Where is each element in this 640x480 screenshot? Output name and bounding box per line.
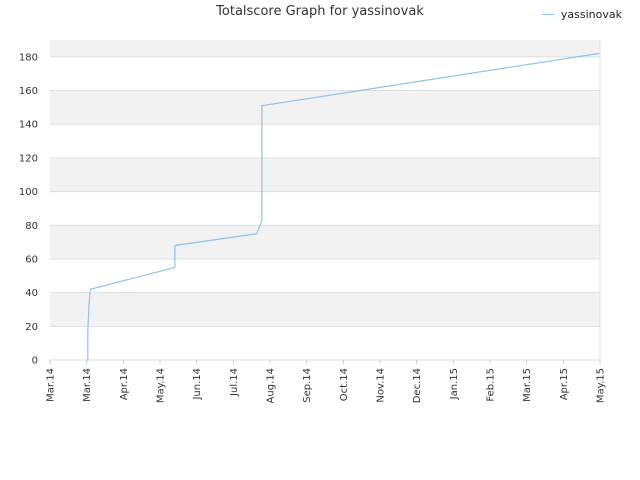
grid-band <box>50 157 600 192</box>
grid-band <box>50 124 600 158</box>
y-tick-label: 100 <box>19 187 38 198</box>
grid-band <box>50 191 600 226</box>
y-tick-label: 60 <box>25 254 38 265</box>
data-point <box>174 266 176 268</box>
data-point <box>261 219 263 221</box>
data-point <box>87 330 89 332</box>
data-point <box>261 105 263 107</box>
x-tick-label: May.14 <box>156 368 167 403</box>
x-tick-label: Jul.14 <box>229 368 240 397</box>
data-point <box>88 302 90 304</box>
legend-label: yassinovak <box>560 8 622 21</box>
grid-band <box>50 225 600 259</box>
grid-band <box>50 40 600 57</box>
chart-legend: yassinovak <box>541 8 622 21</box>
x-tick-label: Feb.15 <box>486 368 497 402</box>
grid-band <box>50 292 600 327</box>
y-tick-label: 140 <box>19 120 38 131</box>
data-point <box>87 359 89 361</box>
grid-band <box>50 258 600 293</box>
x-tick-label: Jan.15 <box>449 368 460 400</box>
legend-line-swatch <box>541 14 554 15</box>
x-tick-label: May.15 <box>596 368 607 403</box>
series-line <box>87 52 599 360</box>
x-tick-label: Aug.14 <box>266 368 277 403</box>
y-tick-label: 80 <box>25 221 38 232</box>
y-tick-label: 160 <box>19 86 38 97</box>
data-point <box>174 244 176 247</box>
x-tick-label: Sep.14 <box>302 368 313 403</box>
x-tick-label: Mar.14 <box>82 368 93 402</box>
data-point <box>598 52 600 55</box>
y-tick-label: 180 <box>19 52 38 63</box>
data-point <box>89 288 91 290</box>
grid-band <box>50 56 600 91</box>
y-tick-label: 20 <box>25 322 38 333</box>
x-tick-label: Mar.14 <box>46 368 57 402</box>
x-tick-label: Jun.14 <box>192 368 203 401</box>
x-tick-label: Apr.15 <box>559 368 570 400</box>
chart-title: Totalscore Graph for yassinovak <box>216 4 424 19</box>
x-tick-label: Nov.14 <box>376 368 387 403</box>
x-tick-label: Mar.15 <box>522 368 533 402</box>
y-tick-label: 120 <box>19 153 38 164</box>
x-tick-label: Dec.14 <box>412 368 423 403</box>
x-tick-label: Apr.14 <box>119 368 130 400</box>
x-tick-label: Oct.14 <box>339 368 350 401</box>
data-point <box>256 233 258 235</box>
y-tick-label: 40 <box>25 288 38 299</box>
grid-band <box>50 326 600 360</box>
y-tick-label: 0 <box>32 356 38 367</box>
